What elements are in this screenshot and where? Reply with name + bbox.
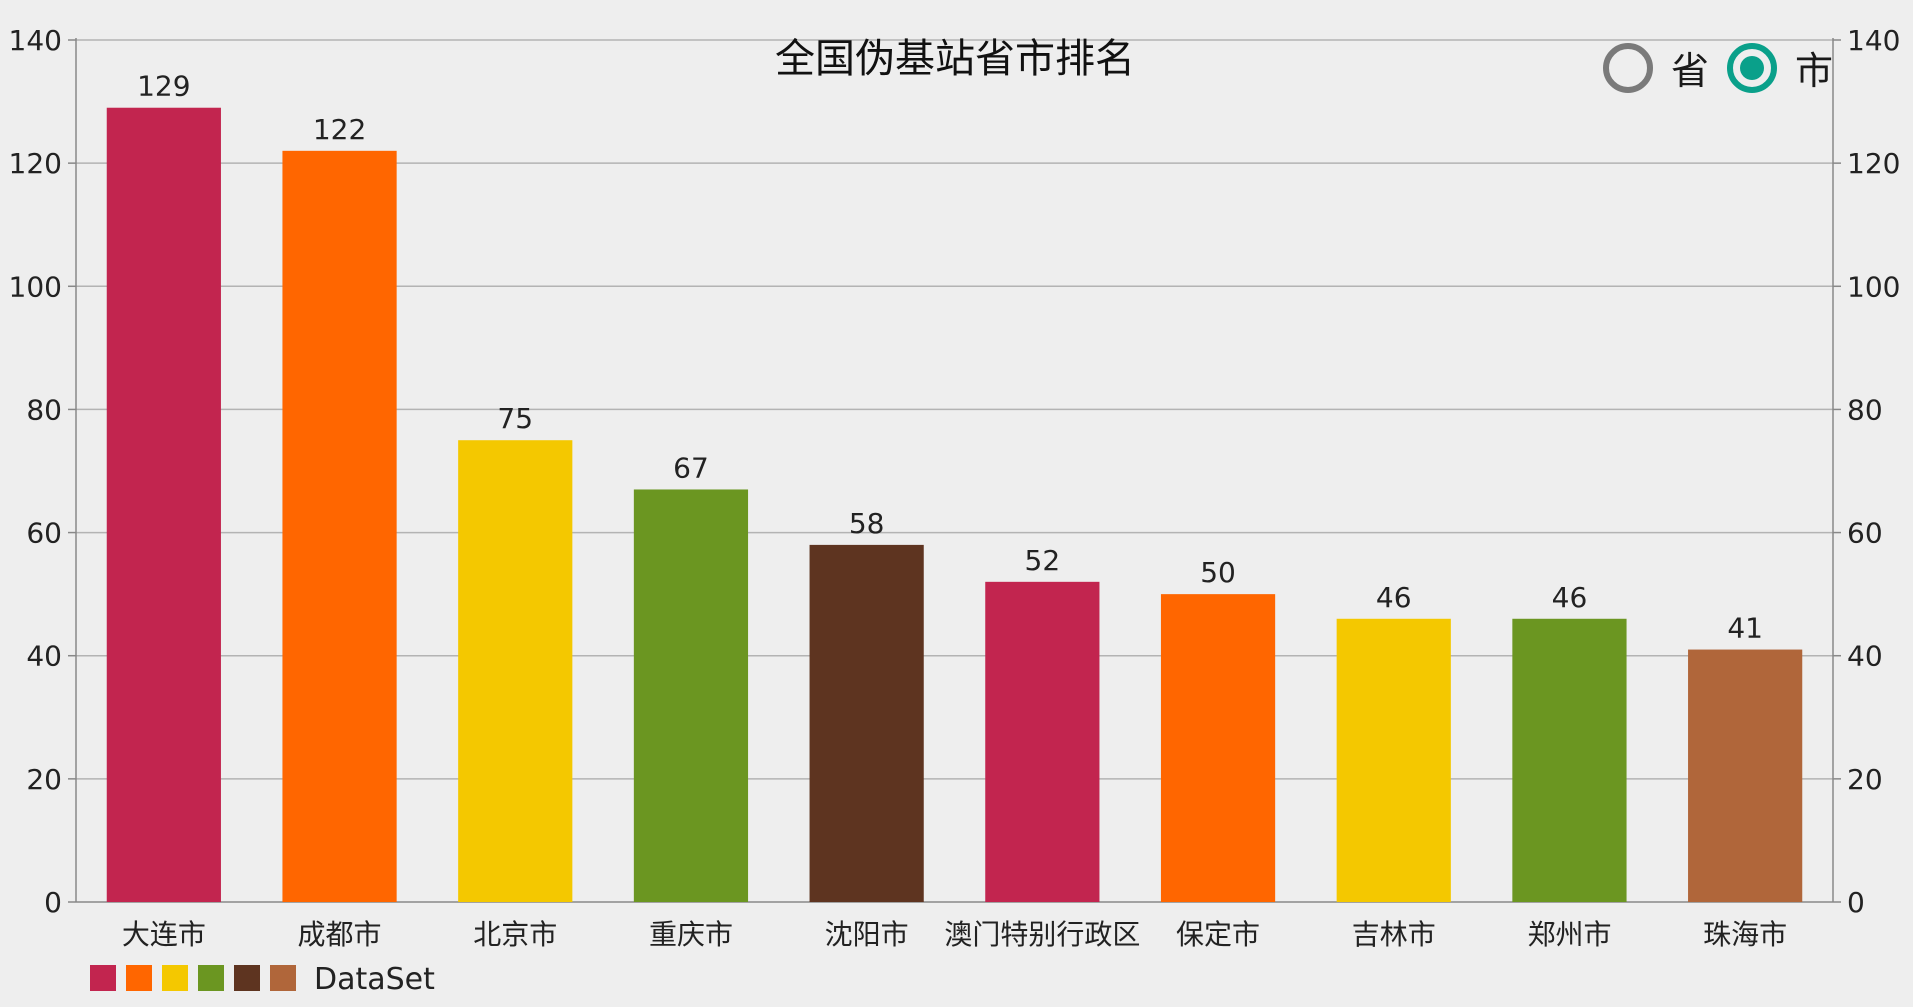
x-tick-label: 澳门特别行政区 [944, 918, 1140, 951]
x-tick-label: 沈阳市 [825, 918, 909, 951]
x-tick-label: 郑州市 [1527, 918, 1611, 951]
bar [985, 581, 1100, 902]
data-label: 58 [849, 507, 885, 540]
radio-province-label: 省 [1670, 49, 1709, 93]
y-tick-label-right: 120 [1847, 147, 1900, 180]
data-label: 52 [1025, 544, 1061, 577]
bar [106, 107, 221, 902]
x-tick-label: 北京市 [473, 918, 557, 951]
data-label: 122 [313, 113, 366, 146]
y-tick-label-left: 120 [9, 147, 62, 180]
y-tick-label-right: 20 [1847, 763, 1883, 796]
bar [1160, 594, 1276, 902]
radio-city-label: 市 [1794, 49, 1833, 93]
y-tick-label-right: 40 [1847, 640, 1883, 673]
bar [458, 440, 573, 902]
bar [633, 489, 749, 902]
bar [1688, 649, 1803, 902]
data-label: 41 [1727, 612, 1763, 645]
y-tick-label-left: 140 [9, 24, 62, 57]
bar [1512, 618, 1627, 902]
legend-swatch [126, 965, 152, 991]
legend-swatch [162, 965, 188, 991]
x-tick-label: 重庆市 [649, 918, 733, 951]
x-tick-label: 成都市 [298, 918, 382, 951]
x-tick-label: 保定市 [1176, 918, 1260, 951]
data-label: 129 [137, 70, 190, 103]
legend-swatch [90, 965, 116, 991]
y-tick-label-right: 80 [1847, 393, 1883, 426]
y-tick-label-right: 60 [1847, 517, 1883, 550]
bar [282, 150, 397, 903]
y-tick-label-right: 100 [1847, 270, 1900, 303]
chart-title: 全国伪基站省市排名 [775, 36, 1135, 82]
x-tick-label: 珠海市 [1703, 918, 1787, 951]
legend-swatch [234, 965, 260, 991]
legend-label: DataSet [314, 962, 435, 997]
radio-province-circle-icon[interactable] [1602, 42, 1653, 93]
data-label: 67 [673, 451, 709, 484]
radio-city-circle-icon[interactable] [1726, 42, 1777, 93]
y-tick-label-left: 80 [26, 393, 62, 426]
y-tick-label-left: 20 [26, 763, 62, 796]
y-tick-label-left: 100 [9, 270, 62, 303]
y-tick-label-right: 0 [1847, 886, 1865, 919]
data-label: 46 [1376, 581, 1412, 614]
data-label: 75 [497, 402, 533, 435]
data-label: 46 [1552, 581, 1588, 614]
bar [809, 544, 924, 902]
x-tick-label: 大连市 [122, 918, 206, 951]
y-tick-label-right: 140 [1847, 24, 1900, 57]
x-tick-label: 吉林市 [1352, 918, 1436, 951]
y-tick-label-left: 40 [26, 640, 62, 673]
legend-swatch [270, 965, 296, 991]
y-tick-label-left: 0 [44, 886, 62, 919]
y-tick-label-left: 60 [26, 517, 62, 550]
bar [1336, 618, 1451, 902]
province-city-toggle: 省 市 [1602, 40, 1833, 95]
radio-city[interactable]: 市 [1726, 40, 1833, 95]
data-label: 50 [1200, 556, 1236, 589]
radio-province[interactable]: 省 [1602, 40, 1709, 95]
legend-swatch [198, 965, 224, 991]
